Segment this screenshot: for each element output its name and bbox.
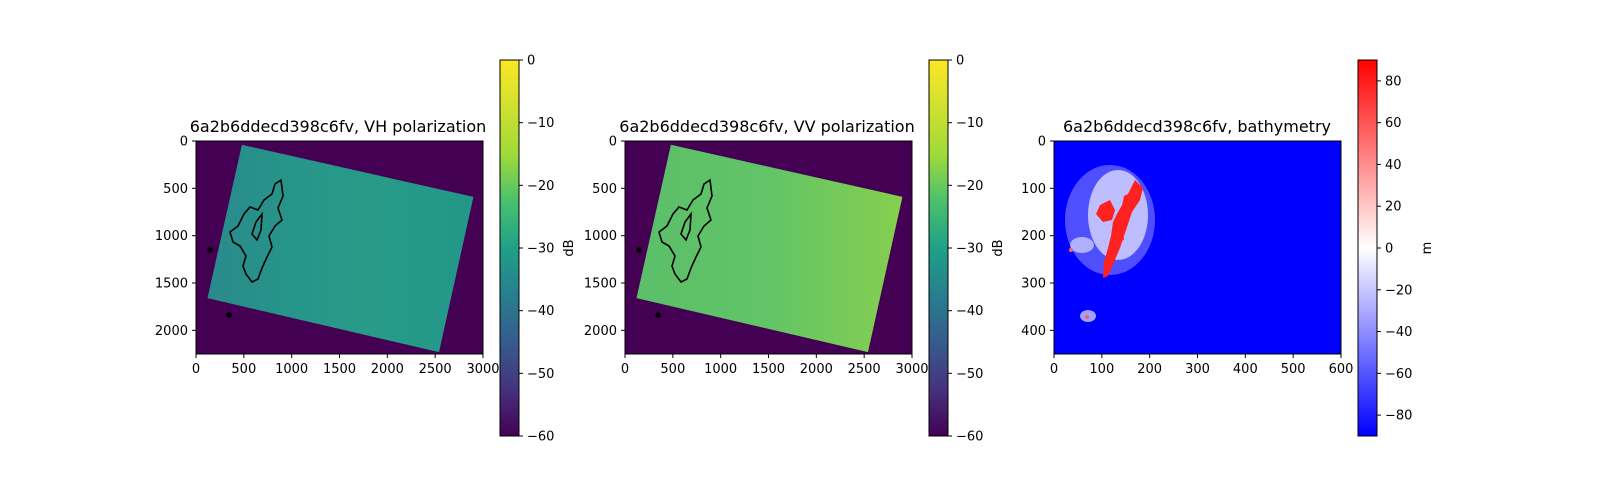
vv-islet-1 <box>637 248 641 252</box>
vv-x-tick-label: 3000 <box>895 362 928 377</box>
bathy-colorbar-label: m <box>1420 242 1435 255</box>
vh-colorbar-tick-label: −40 <box>527 304 554 319</box>
vv-colorbar-tick-label: −30 <box>956 242 983 257</box>
vh-y-axis: 0 500 1000 1500 2000 <box>155 135 196 339</box>
vv-colorbar-gradient <box>929 60 948 436</box>
vh-x-tick-label: 500 <box>231 362 256 377</box>
vv-title: 6a2b6ddecd398c6fv, VV polarization <box>619 117 914 136</box>
vh-islet-1 <box>208 248 212 252</box>
bathy-colorbar-tick-label: 20 <box>1385 200 1402 215</box>
vv-x-tick-label: 500 <box>660 362 685 377</box>
vh-colorbar-tick-label: −20 <box>527 179 554 194</box>
bathy-x-tick-label: 0 <box>1050 362 1058 377</box>
vh-x-tick-label: 2500 <box>419 362 452 377</box>
vv-x-tick-label: 2500 <box>848 362 881 377</box>
vv-colorbar-ticks: 0 −10 −20 −30 −40 −50 −60 <box>948 54 983 445</box>
vh-x-tick-label: 0 <box>192 362 200 377</box>
vh-x-tick-label: 2000 <box>371 362 404 377</box>
bathy-x-tick-label: 500 <box>1281 362 1306 377</box>
bathy-x-tick-label: 100 <box>1089 362 1114 377</box>
vv-islet-2 <box>656 313 660 317</box>
vh-panel: 6a2b6ddecd398c6fv, VH polarization 0 500 1… <box>155 54 577 445</box>
vv-y-tick-label: 500 <box>592 182 617 197</box>
bathy-x-tick-label: 400 <box>1233 362 1258 377</box>
vv-y-axis: 0 500 1000 1500 2000 <box>584 135 625 339</box>
vv-panel: 6a2b6ddecd398c6fv, VV polarization 0 500 1… <box>584 54 1006 445</box>
bathy-y-tick-label: 100 <box>1021 182 1046 197</box>
bathy-y-tick-label: 200 <box>1021 229 1046 244</box>
bathy-colorbar-tick-label: 0 <box>1385 242 1393 257</box>
bathy-colorbar-tick-label: 60 <box>1385 116 1402 131</box>
vv-colorbar: 0 −10 −20 −30 −40 −50 −60 dB <box>929 54 1006 445</box>
bathy-colorbar-tick-label: 40 <box>1385 158 1402 173</box>
bathy-colorbar-tick-label: 80 <box>1385 74 1402 89</box>
vv-colorbar-tick-label: 0 <box>956 54 964 69</box>
vh-colorbar-tick-label: 0 <box>527 54 535 69</box>
vv-x-tick-label: 2000 <box>800 362 833 377</box>
vh-title: 6a2b6ddecd398c6fv, VH polarization <box>190 117 487 136</box>
bathy-colorbar-tick-label: −80 <box>1385 409 1412 424</box>
bathy-panel: 6a2b6ddecd398c6fv, bathymetry 0 100 200 300… <box>1021 60 1435 436</box>
vh-y-tick-label: 1500 <box>155 277 188 292</box>
vh-x-tick-label: 1500 <box>323 362 356 377</box>
bathy-colorbar-gradient <box>1358 60 1377 436</box>
vv-x-axis: 0 500 1000 1500 2000 2500 3000 <box>621 354 929 377</box>
vv-y-tick-label: 2000 <box>584 324 617 339</box>
vv-colorbar-tick-label: −50 <box>956 367 983 382</box>
bathy-x-tick-label: 300 <box>1185 362 1210 377</box>
vh-colorbar-ticks: 0 −10 −20 −30 −40 −50 −60 <box>519 54 554 445</box>
bathy-x-axis: 0 100 200 300 400 500 600 <box>1050 354 1354 377</box>
vh-y-tick-label: 0 <box>180 135 188 150</box>
bathy-y-tick-label: 300 <box>1021 277 1046 292</box>
bathy-x-tick-label: 200 <box>1137 362 1162 377</box>
vh-colorbar-tick-label: −10 <box>527 116 554 131</box>
bathy-colorbar-tick-label: −60 <box>1385 367 1412 382</box>
bathy-colorbar-tick-label: −20 <box>1385 283 1412 298</box>
vh-colorbar-tick-label: −50 <box>527 367 554 382</box>
vh-islet-2 <box>227 313 231 317</box>
bathy-colorbar-ticks: 80 60 40 20 0 −20 −40 −60 −80 <box>1377 74 1412 423</box>
vv-colorbar-label: dB <box>991 239 1006 256</box>
vv-x-tick-label: 0 <box>621 362 629 377</box>
vh-x-axis: 0 500 1000 1500 2000 2500 3000 <box>192 354 500 377</box>
vv-y-tick-label: 1500 <box>584 277 617 292</box>
vh-y-tick-label: 2000 <box>155 324 188 339</box>
vv-colorbar-tick-label: −10 <box>956 116 983 131</box>
vh-colorbar-tick-label: −60 <box>527 430 554 445</box>
vh-x-tick-label: 1000 <box>275 362 308 377</box>
vh-y-tick-label: 500 <box>163 182 188 197</box>
bathy-y-tick-label: 0 <box>1038 135 1046 150</box>
vv-colorbar-tick-label: −60 <box>956 430 983 445</box>
vh-colorbar-gradient <box>500 60 519 436</box>
vv-colorbar-tick-label: −40 <box>956 304 983 319</box>
vh-colorbar-label: dB <box>562 239 577 256</box>
vh-colorbar: 0 −10 −20 −30 −40 −50 −60 dB <box>500 54 577 445</box>
vv-y-tick-label: 1000 <box>584 229 617 244</box>
bathy-x-tick-label: 600 <box>1329 362 1354 377</box>
vh-colorbar-tick-label: −30 <box>527 242 554 257</box>
bathy-title: 6a2b6ddecd398c6fv, bathymetry <box>1063 117 1331 136</box>
vh-y-tick-label: 1000 <box>155 229 188 244</box>
vh-x-tick-label: 3000 <box>466 362 499 377</box>
vv-x-tick-label: 1000 <box>704 362 737 377</box>
vv-x-tick-label: 1500 <box>752 362 785 377</box>
bathy-colorbar: 80 60 40 20 0 −20 −40 −60 −80 m <box>1358 60 1435 436</box>
vv-y-tick-label: 0 <box>609 135 617 150</box>
bathy-y-tick-label: 400 <box>1021 324 1046 339</box>
bathy-colorbar-tick-label: −40 <box>1385 325 1412 340</box>
bathy-y-axis: 0 100 200 300 400 <box>1021 135 1054 339</box>
vv-colorbar-tick-label: −20 <box>956 179 983 194</box>
